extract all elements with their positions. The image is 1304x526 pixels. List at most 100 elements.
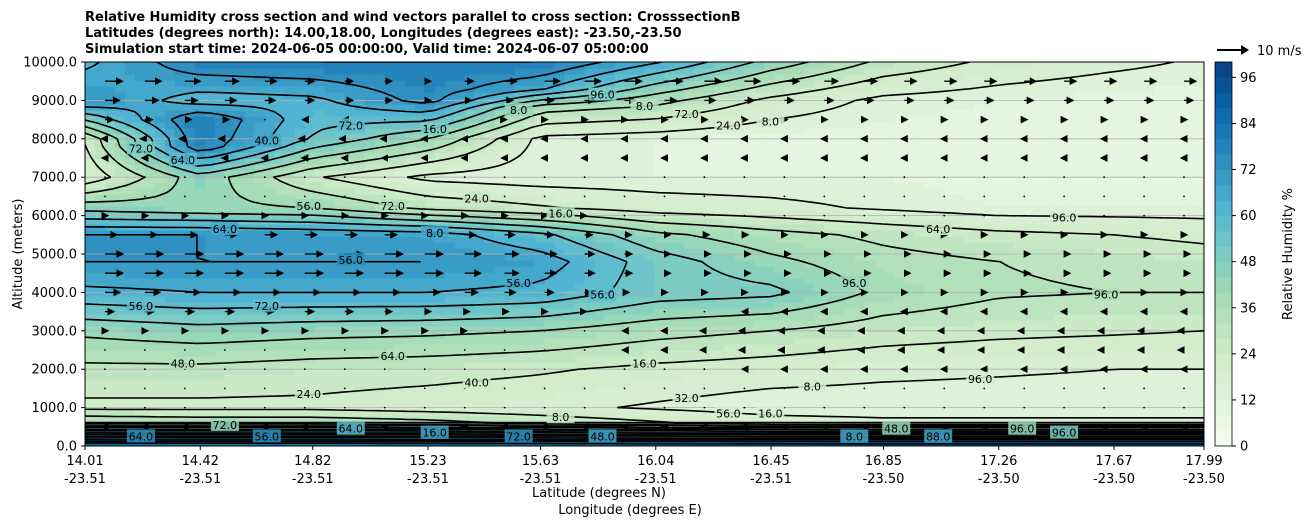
rh-cell xyxy=(474,326,486,333)
rh-cell xyxy=(484,296,496,303)
rh-cell xyxy=(484,272,496,279)
rh-cell xyxy=(334,368,346,375)
rh-cell xyxy=(344,98,356,105)
rh-cell xyxy=(404,278,416,285)
rh-cell xyxy=(654,296,666,303)
rh-cell xyxy=(474,68,486,75)
rh-cell xyxy=(794,344,805,351)
rh-cell xyxy=(784,332,795,339)
rh-cell xyxy=(314,86,326,93)
rh-cell xyxy=(284,248,296,255)
rh-cell xyxy=(384,326,396,333)
rh-cell xyxy=(444,308,456,315)
rh-cell xyxy=(804,182,815,189)
rh-cell xyxy=(834,242,845,249)
rh-cell xyxy=(324,128,336,135)
rh-cell xyxy=(484,338,496,345)
rh-cell xyxy=(774,308,785,315)
rh-cell xyxy=(364,332,376,339)
rh-cell xyxy=(284,176,296,183)
rh-cell xyxy=(334,356,346,363)
rh-cell xyxy=(334,236,346,243)
rh-cell xyxy=(704,386,716,393)
rh-cell xyxy=(314,134,326,141)
rh-cell xyxy=(454,206,466,213)
rh-cell xyxy=(764,86,775,93)
rh-cell xyxy=(704,110,716,117)
rh-cell xyxy=(85,146,96,153)
rh-cell xyxy=(174,128,186,135)
rh-cell xyxy=(174,326,186,333)
rh-cell xyxy=(664,374,676,381)
rh-cell xyxy=(564,326,576,333)
rh-cell xyxy=(844,104,855,111)
rh-cell xyxy=(494,206,506,213)
rh-cell xyxy=(164,302,176,309)
rh-cell xyxy=(314,152,326,159)
rh-cell xyxy=(464,176,476,183)
rh-cell xyxy=(714,326,726,333)
rh-cell xyxy=(304,302,316,309)
rh-cell xyxy=(364,278,376,285)
rh-cell xyxy=(654,350,666,357)
rh-cell xyxy=(244,290,256,297)
rh-cell xyxy=(85,194,96,201)
rh-cell xyxy=(204,284,216,291)
rh-cell xyxy=(344,134,356,141)
rh-cell xyxy=(274,176,286,183)
rh-cell xyxy=(624,110,636,117)
rh-cell xyxy=(544,362,556,369)
rh-cell xyxy=(134,230,146,237)
rh-cell xyxy=(224,122,236,129)
rh-cell xyxy=(674,182,686,189)
rh-cell xyxy=(414,392,426,399)
rh-cell xyxy=(414,296,426,303)
rh-cell xyxy=(204,416,216,423)
rh-cell xyxy=(204,62,216,69)
rh-cell xyxy=(194,266,206,273)
rh-cell xyxy=(334,386,346,393)
rh-cell xyxy=(654,290,666,297)
rh-cell xyxy=(804,98,815,105)
rh-cell xyxy=(224,206,236,213)
rh-cell xyxy=(564,98,576,105)
rh-cell xyxy=(284,86,296,93)
rh-cell xyxy=(624,230,636,237)
rh-cell xyxy=(94,410,106,417)
rh-cell xyxy=(834,158,845,165)
rh-cell xyxy=(704,278,716,285)
rh-cell xyxy=(114,398,126,405)
rh-cell xyxy=(514,194,526,201)
rh-cell xyxy=(134,188,146,195)
rh-cell xyxy=(234,110,246,117)
rh-cell xyxy=(404,248,416,255)
rh-cell xyxy=(94,236,106,243)
rh-cell xyxy=(384,314,396,321)
rh-cell xyxy=(824,134,835,141)
rh-cell xyxy=(634,68,646,75)
rh-cell xyxy=(354,224,366,231)
rh-cell xyxy=(394,224,406,231)
rh-cell xyxy=(734,200,746,207)
rh-cell xyxy=(494,164,506,171)
rh-cell xyxy=(784,230,795,237)
rh-cell xyxy=(94,86,106,93)
rh-cell xyxy=(104,416,116,423)
rh-cell xyxy=(834,86,845,93)
rh-cell xyxy=(604,164,616,171)
rh-cell xyxy=(384,182,396,189)
rh-cell xyxy=(324,380,336,387)
rh-cell xyxy=(564,218,576,225)
rh-cell xyxy=(694,164,706,171)
rh-cell xyxy=(284,116,296,123)
rh-cell xyxy=(554,134,566,141)
rh-cell xyxy=(284,362,296,369)
rh-cell xyxy=(204,194,216,201)
rh-cell xyxy=(624,332,636,339)
rh-cell xyxy=(234,74,246,81)
rh-cell xyxy=(554,374,566,381)
rh-cell xyxy=(704,62,716,69)
rh-cell xyxy=(744,344,755,351)
rh-cell xyxy=(624,158,636,165)
rh-cell xyxy=(344,284,356,291)
